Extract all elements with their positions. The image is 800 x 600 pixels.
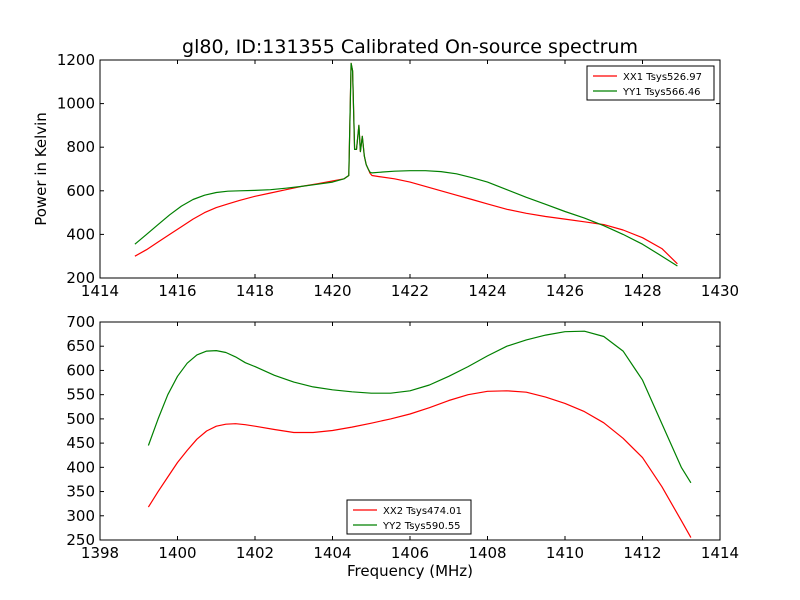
x-tick-label: 1402 (236, 544, 274, 562)
x-tick-label: 1428 (623, 282, 661, 300)
x-tick-label: 1408 (468, 544, 506, 562)
bottom-panel: 1398 1400 1402 1404 1406 1408 1410 1412 1414 250 3… (66, 313, 739, 580)
y-tick-label: 400 (66, 225, 95, 243)
x-tick-label: 1406 (391, 544, 429, 562)
x-tick-label: 1418 (236, 282, 274, 300)
chart-title: gl80, ID:131355 Calibrated On-source spe… (182, 36, 638, 58)
y-tick-label: 700 (66, 313, 95, 331)
x-tick-label: 1420 (313, 282, 351, 300)
x-tick-label: 1426 (546, 282, 584, 300)
y-tick-label: 800 (66, 138, 95, 156)
legend-label-2: YY1 Tsys566.46 (622, 87, 701, 98)
x-tick-label: 1424 (468, 282, 506, 300)
top-panel: 1414 1416 1418 1420 1422 1424 1426 1428 1430 200 4… (32, 51, 739, 300)
y-tick-label: 600 (66, 182, 95, 200)
x-tick-label: 1414 (81, 282, 119, 300)
legend-label-2: YY2 Tsys590.55 (382, 521, 461, 532)
y-tick-label: 600 (66, 361, 95, 379)
x-tick-label: 1398 (81, 544, 119, 562)
y-tick-label: 500 (66, 410, 95, 428)
x-tick-label: 1430 (701, 282, 739, 300)
y-tick-label: 650 (66, 337, 95, 355)
x-tick-label: 1416 (158, 282, 196, 300)
x-tick-label: 1412 (623, 544, 661, 562)
y-tick-label: 1000 (57, 95, 95, 113)
y-tick-label: 1200 (57, 51, 95, 69)
y-tick-label: 200 (66, 269, 95, 287)
x-tick-label: 1404 (313, 544, 351, 562)
y-tick-label: 350 (66, 483, 95, 501)
legend-box (586, 65, 715, 101)
y-tick-label: 450 (66, 434, 95, 452)
y-tick-label: 400 (66, 458, 95, 476)
x-tick-label: 1422 (391, 282, 429, 300)
x-tick-label: 1400 (158, 544, 196, 562)
x-tick-label: 1414 (701, 544, 739, 562)
series-line-1 (147, 390, 692, 538)
y-tick-label: 300 (66, 507, 95, 525)
y-tick-label: 250 (66, 531, 95, 549)
legend-label-1: XX1 Tsys526.97 (623, 72, 702, 83)
y-tick-label: 550 (66, 386, 95, 404)
legend-box (346, 499, 472, 535)
x-axis-label: Frequency (MHz) (347, 562, 473, 580)
series-line-2 (147, 330, 692, 484)
x-tick-label: 1410 (546, 544, 584, 562)
series-line-2 (134, 62, 678, 267)
legend-label-1: XX2 Tsys474.01 (383, 506, 462, 517)
y-axis-label: Power in Kelvin (32, 112, 50, 226)
